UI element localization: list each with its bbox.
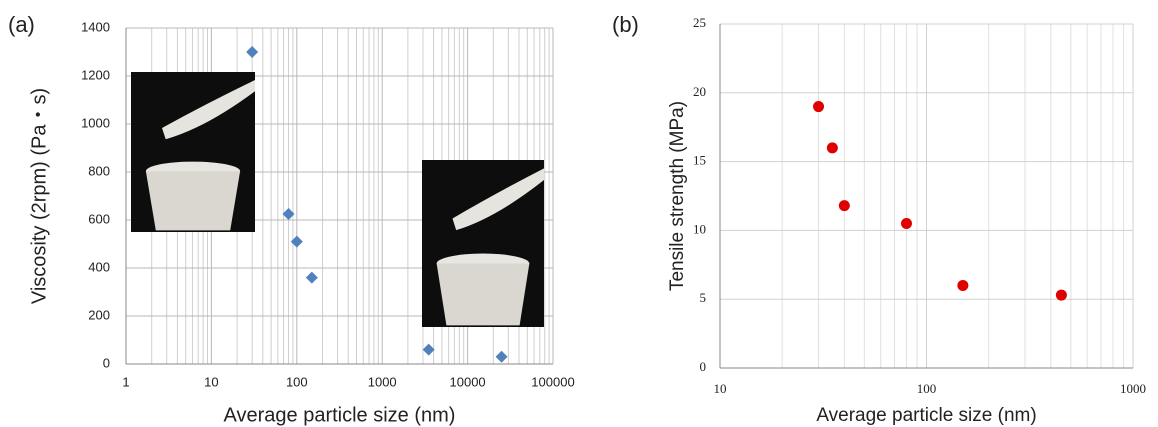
point [901, 218, 912, 229]
point [496, 351, 508, 363]
photo-cup [437, 264, 530, 326]
y-tick-label: 400 [88, 259, 110, 274]
y-tick-label: 0 [103, 355, 110, 370]
y-tick-label: 800 [88, 163, 110, 178]
y-axis-label: Viscosity (2rpm) (Pa・s) [28, 88, 50, 304]
panel-label: (b) [612, 12, 639, 37]
x-tick-label: 10 [204, 374, 218, 389]
y-tick-label: 20 [693, 84, 706, 99]
panel-label: (a) [8, 12, 35, 37]
y-tick-label: 1400 [81, 19, 110, 34]
x-tick-label: 10000 [450, 374, 486, 389]
photo-cup [146, 171, 240, 230]
y-tick-label: 600 [88, 211, 110, 226]
x-tick-label: 100000 [531, 374, 574, 389]
x-tick-label: 100 [917, 381, 937, 396]
page: {"chart_data": [ {"type": "scatter", "pa… [0, 0, 1158, 427]
point [306, 272, 318, 284]
y-tick-label: 25 [693, 15, 706, 30]
point [957, 280, 968, 291]
chart: 0200400600800100012001400110100100010000… [0, 0, 1158, 427]
x-tick-label: 1000 [1120, 381, 1146, 396]
y-axis-label: Tensile strength (MPa) [667, 101, 688, 291]
x-axis-label: Average particle size (nm) [224, 404, 456, 426]
y-tick-label: 1000 [81, 115, 110, 130]
x-tick-label: 10 [714, 381, 727, 396]
y-tick-label: 5 [700, 290, 707, 305]
y-tick-label: 1200 [81, 67, 110, 82]
x-tick-label: 1000 [368, 374, 397, 389]
point [423, 344, 435, 356]
x-tick-label: 100 [286, 374, 308, 389]
y-tick-label: 200 [88, 307, 110, 322]
point [246, 46, 258, 58]
x-axis-label: Average particle size (nm) [816, 405, 1036, 426]
point [839, 200, 850, 211]
y-tick-label: 0 [700, 359, 707, 374]
y-tick-label: 10 [693, 221, 706, 236]
y-tick-label: 15 [693, 153, 706, 168]
point [813, 101, 824, 112]
point [827, 142, 838, 153]
point [1056, 290, 1067, 301]
x-tick-label: 1 [122, 374, 129, 389]
